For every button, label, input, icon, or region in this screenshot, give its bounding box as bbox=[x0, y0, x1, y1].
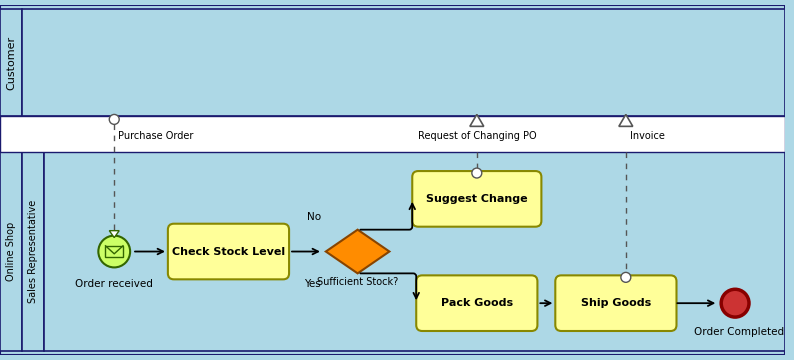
Bar bbox=[0, 152, 22, 351]
Bar bbox=[106, 246, 123, 257]
Text: Check Stock Level: Check Stock Level bbox=[172, 247, 285, 257]
Text: No: No bbox=[306, 212, 321, 222]
Text: Online Shop: Online Shop bbox=[6, 222, 16, 281]
Circle shape bbox=[98, 236, 130, 267]
Circle shape bbox=[721, 289, 749, 317]
Text: Order received: Order received bbox=[75, 279, 153, 289]
Text: Ship Goods: Ship Goods bbox=[580, 298, 651, 308]
Polygon shape bbox=[470, 114, 484, 126]
Circle shape bbox=[472, 168, 482, 178]
Text: Pack Goods: Pack Goods bbox=[441, 298, 513, 308]
FancyBboxPatch shape bbox=[555, 275, 676, 331]
Polygon shape bbox=[110, 231, 119, 238]
Text: Suggest Change: Suggest Change bbox=[426, 194, 528, 204]
FancyBboxPatch shape bbox=[416, 275, 538, 331]
FancyBboxPatch shape bbox=[412, 171, 542, 227]
Text: Customer: Customer bbox=[6, 36, 16, 90]
FancyBboxPatch shape bbox=[168, 224, 289, 279]
Bar bbox=[44, 152, 784, 351]
Polygon shape bbox=[619, 114, 633, 126]
Text: Yes: Yes bbox=[304, 279, 321, 289]
Bar bbox=[0, 9, 22, 116]
Bar bbox=[0, 116, 784, 152]
Text: Sales Representative: Sales Representative bbox=[28, 200, 38, 303]
Text: Purchase Order: Purchase Order bbox=[118, 131, 194, 141]
Circle shape bbox=[621, 273, 630, 282]
Bar bbox=[22, 152, 44, 351]
Text: Sufficient Stock?: Sufficient Stock? bbox=[317, 277, 399, 287]
Circle shape bbox=[110, 114, 119, 124]
Polygon shape bbox=[326, 230, 389, 273]
Text: Invoice: Invoice bbox=[630, 131, 665, 141]
Bar bbox=[22, 9, 784, 116]
Text: Request of Changing PO: Request of Changing PO bbox=[418, 131, 536, 141]
Text: Order Completed: Order Completed bbox=[694, 327, 784, 337]
